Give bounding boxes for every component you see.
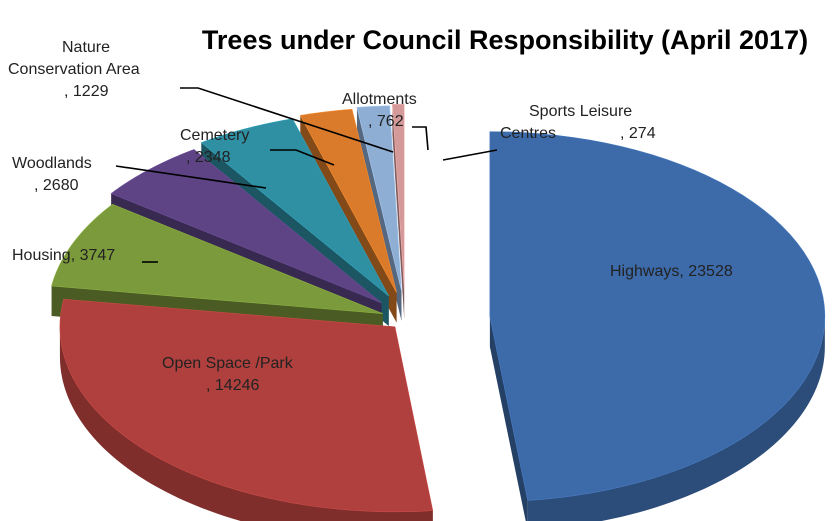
pie-slice — [392, 103, 405, 320]
slice-label: , 762 — [368, 113, 404, 130]
slice-label: , 14246 — [206, 377, 259, 394]
leader-line — [180, 87, 394, 153]
chart-title: Trees under Council Responsibility (Apri… — [201, 25, 809, 55]
slice-label: Woodlands — [12, 155, 92, 172]
slice-label: , 2348 — [186, 149, 231, 166]
slice-label: , 274 — [620, 125, 656, 142]
slice-label: Housing, 3747 — [12, 247, 115, 264]
leader-line — [442, 149, 498, 161]
leader-line — [412, 126, 429, 151]
slice-label: , 1229 — [64, 83, 109, 100]
leader-line — [270, 149, 335, 166]
slice-label: Conservation Area — [8, 61, 140, 78]
slice-label: , 2680 — [34, 177, 79, 194]
slice-label: Sports Leisure — [529, 103, 632, 120]
slice-label: Open Space /Park — [162, 355, 294, 372]
slice-label: Nature — [62, 39, 110, 56]
leader-line — [115, 165, 267, 189]
pie-slice — [489, 131, 826, 521]
slice-label: Cemetery — [180, 127, 249, 144]
slice-label: Centres — [500, 125, 556, 142]
pie-slice — [59, 298, 434, 521]
slice-label: Allotments — [342, 91, 417, 108]
slice-label: Highways, 23528 — [610, 263, 733, 280]
